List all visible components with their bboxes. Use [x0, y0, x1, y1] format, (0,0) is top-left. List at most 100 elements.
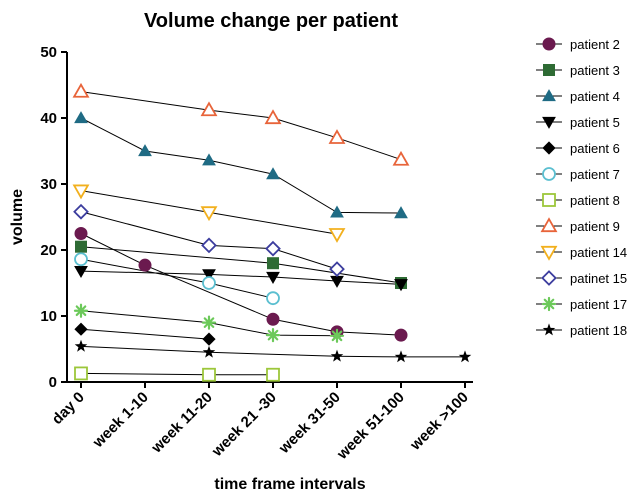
data-point [266, 367, 280, 382]
data-point [267, 257, 279, 270]
data-point [543, 64, 555, 76]
legend-item: patient 7 [536, 167, 620, 182]
series-line [80, 233, 402, 336]
y-axis-label: volume [9, 189, 26, 245]
x-axis-label: time frame intervals [214, 476, 365, 493]
data-point [542, 193, 556, 207]
x-tick-label: week 11-20 [148, 389, 216, 457]
data-point [74, 322, 88, 336]
data-point [392, 150, 410, 166]
legend-item: patient 3 [536, 63, 620, 78]
y-tick-label: 0 [49, 374, 57, 391]
x-tick-label: week 51-100 [333, 389, 408, 464]
legend: patient 2 patient 3 patient 4 patient 5 pati… [536, 37, 627, 338]
legend-label: patient 17 [570, 297, 627, 312]
data-point [74, 339, 88, 352]
data-point [202, 345, 216, 358]
data-point [74, 227, 88, 240]
data-point [542, 167, 556, 181]
series-line [80, 117, 402, 214]
legend-label: patient 9 [570, 219, 620, 234]
data-point [74, 111, 88, 124]
data-point [202, 332, 216, 346]
legend-item: patient 6 [536, 141, 620, 156]
data-point [265, 328, 281, 343]
series-line [80, 270, 402, 285]
data-point [202, 276, 216, 290]
series-markers [72, 82, 472, 382]
data-point [542, 89, 556, 102]
legend-item: patient 17 [536, 296, 627, 312]
legend-label: patient 7 [570, 167, 620, 182]
chart-title: Volume change per patient [144, 10, 398, 32]
legend-item: patient 5 [536, 115, 620, 130]
y-tick-label: 10 [40, 308, 57, 325]
data-point [201, 315, 217, 330]
data-point [73, 203, 89, 220]
legend-item: patient 9 [536, 217, 620, 234]
legend-item: patient 18 [536, 323, 627, 338]
legend-label: patient 3 [570, 63, 620, 78]
series-line [80, 211, 338, 270]
data-point [542, 116, 556, 129]
series-line [80, 91, 402, 161]
data-point [542, 37, 556, 51]
legend-item: patient 2 [536, 37, 620, 52]
data-point [200, 206, 218, 222]
data-point [329, 328, 345, 343]
legend-item: patient 14 [536, 245, 627, 261]
data-point [74, 252, 88, 267]
y-tick-label: 30 [40, 176, 57, 193]
x-tick-label: day 0 [49, 389, 88, 428]
legend-label: patient 18 [570, 323, 627, 338]
data-point [330, 205, 344, 218]
data-point [394, 279, 408, 292]
data-point [329, 261, 345, 278]
data-point [73, 303, 89, 318]
data-point [202, 269, 216, 282]
data-point [394, 206, 408, 219]
data-point [74, 265, 88, 279]
data-point [266, 291, 280, 306]
legend-label: patient 14 [570, 245, 627, 260]
data-point [458, 350, 472, 363]
legend-label: patient 4 [570, 89, 620, 104]
data-point [266, 167, 280, 180]
y-tick-label: 40 [40, 110, 57, 127]
x-tick-label: week 31-50 [275, 389, 344, 458]
data-point [138, 144, 152, 157]
data-point [330, 275, 344, 288]
data-point [75, 240, 87, 253]
series-line [80, 310, 338, 337]
data-point [542, 141, 556, 155]
data-point [328, 228, 346, 243]
data-point [72, 184, 90, 200]
data-point [265, 240, 281, 257]
data-point [202, 367, 216, 382]
data-point [541, 270, 557, 286]
data-point [200, 101, 218, 117]
legend-label: patient 2 [570, 37, 620, 52]
data-point [74, 366, 88, 381]
legend-item: patient 8 [536, 193, 620, 208]
data-point [394, 350, 408, 363]
x-tick-label: week 21 -30 [208, 389, 280, 461]
data-point [264, 109, 282, 125]
data-point [541, 296, 557, 312]
x-tick-label: week >100 [406, 389, 472, 455]
y-tick-label: 20 [40, 242, 57, 259]
legend-label: patient 6 [570, 141, 620, 156]
series-line [80, 345, 465, 358]
x-tick-label: week 1-10 [89, 389, 152, 452]
data-point [328, 129, 346, 144]
data-point [540, 245, 558, 261]
data-point [138, 258, 152, 272]
data-point [542, 323, 556, 336]
series-line [80, 372, 273, 376]
data-point [201, 237, 217, 254]
data-point [330, 349, 344, 362]
legend-label: patient 8 [570, 193, 620, 208]
data-point [266, 271, 280, 284]
